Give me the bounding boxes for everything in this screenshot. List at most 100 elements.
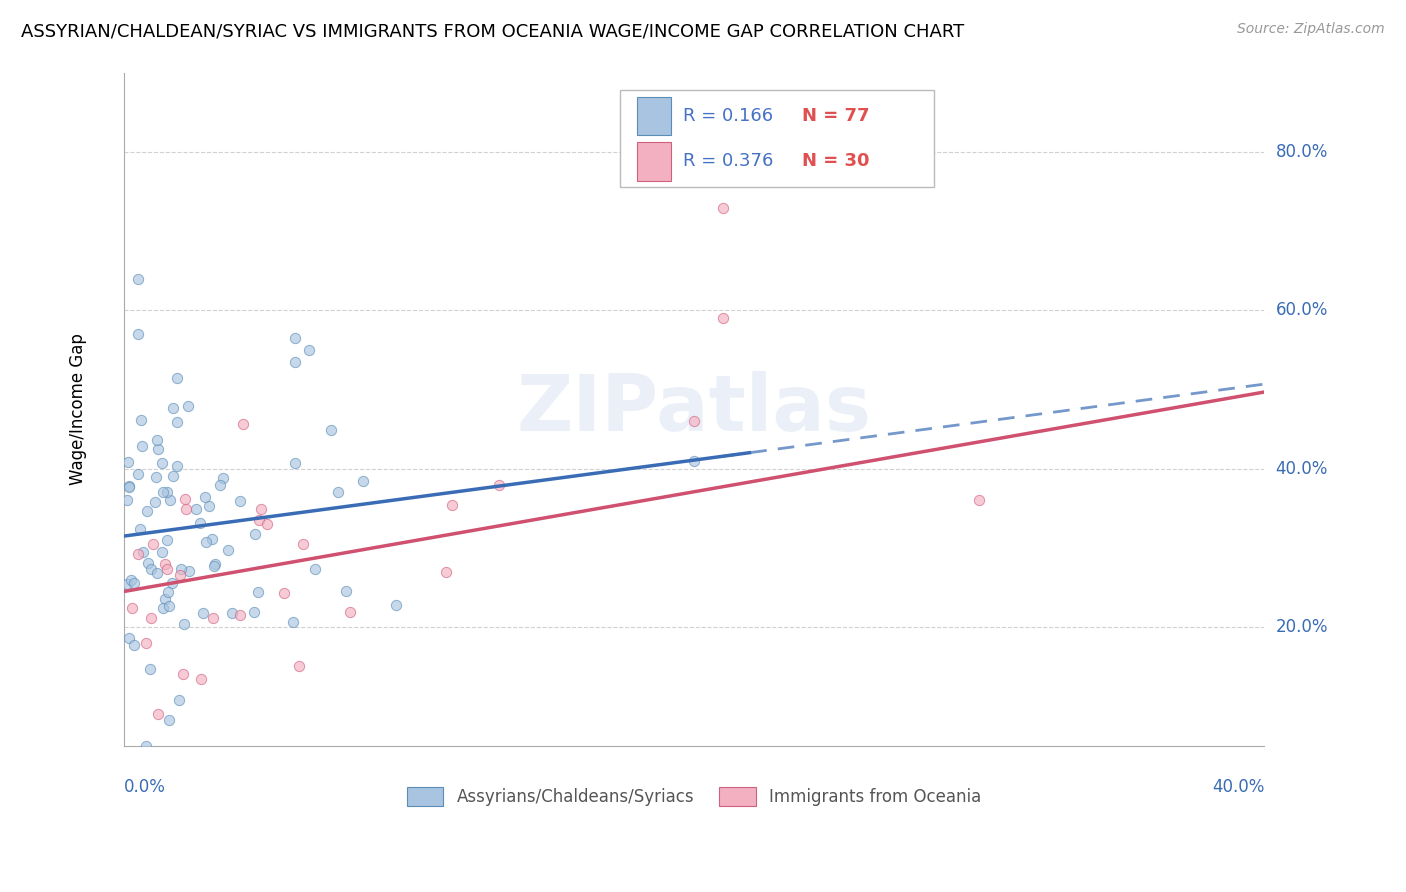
- Point: [250, 502, 273, 516]
- Point: [209, 478, 232, 492]
- Point: [142, 536, 165, 550]
- Text: 60.0%: 60.0%: [1275, 301, 1329, 319]
- Point: [169, 568, 191, 582]
- FancyBboxPatch shape: [637, 96, 671, 136]
- Point: [281, 615, 304, 629]
- Point: [156, 584, 179, 599]
- Point: [172, 666, 194, 681]
- Point: [146, 442, 169, 456]
- Point: [298, 343, 321, 357]
- Point: [304, 562, 326, 576]
- Point: [339, 605, 361, 619]
- Point: [115, 492, 138, 507]
- Point: [201, 532, 224, 546]
- Point: [146, 566, 169, 580]
- Point: [194, 535, 217, 549]
- Point: [152, 485, 174, 500]
- Point: [434, 566, 457, 580]
- Point: [204, 558, 226, 572]
- Point: [169, 562, 191, 576]
- Text: 20.0%: 20.0%: [1275, 618, 1329, 636]
- Point: [202, 611, 225, 625]
- Text: N = 77: N = 77: [803, 107, 870, 125]
- Point: [256, 516, 278, 531]
- Text: 40.0%: 40.0%: [1275, 459, 1329, 478]
- Point: [155, 558, 177, 572]
- Point: [135, 739, 157, 753]
- Point: [247, 585, 270, 599]
- Text: N = 30: N = 30: [803, 153, 870, 170]
- Point: [156, 562, 179, 576]
- Point: [146, 707, 169, 722]
- Point: [167, 693, 190, 707]
- Text: R = 0.376: R = 0.376: [683, 153, 773, 170]
- Point: [291, 537, 314, 551]
- Point: [202, 559, 225, 574]
- Point: [284, 331, 307, 345]
- Point: [115, 577, 138, 591]
- Point: [157, 599, 180, 613]
- Point: [127, 327, 149, 342]
- Point: [118, 480, 141, 494]
- Point: [121, 600, 143, 615]
- Point: [150, 545, 173, 559]
- Point: [191, 606, 214, 620]
- Text: ASSYRIAN/CHALDEAN/SYRIAC VS IMMIGRANTS FROM OCEANIA WAGE/INCOME GAP CORRELATION : ASSYRIAN/CHALDEAN/SYRIAC VS IMMIGRANTS F…: [21, 22, 965, 40]
- Point: [288, 659, 311, 673]
- Point: [217, 542, 239, 557]
- Point: [177, 400, 200, 414]
- Point: [117, 455, 139, 469]
- Point: [118, 479, 141, 493]
- Point: [211, 471, 233, 485]
- Point: [683, 454, 706, 468]
- FancyBboxPatch shape: [620, 90, 934, 187]
- Point: [173, 617, 195, 632]
- Point: [166, 458, 188, 473]
- Point: [153, 591, 176, 606]
- Point: [197, 499, 219, 513]
- Point: [156, 533, 179, 547]
- Point: [711, 311, 734, 326]
- Point: [162, 469, 184, 483]
- Point: [160, 575, 183, 590]
- Point: [326, 484, 349, 499]
- Point: [967, 493, 990, 508]
- Point: [132, 545, 155, 559]
- Point: [232, 417, 254, 432]
- Point: [135, 504, 157, 518]
- Point: [131, 438, 153, 452]
- Point: [273, 586, 295, 600]
- Legend: Assyrians/Chaldeans/Syriacs, Immigrants from Oceania: Assyrians/Chaldeans/Syriacs, Immigrants …: [399, 780, 988, 814]
- Point: [157, 713, 180, 727]
- Text: ZIPatlas: ZIPatlas: [516, 371, 872, 448]
- Point: [188, 516, 211, 530]
- Point: [129, 522, 152, 536]
- Point: [385, 598, 408, 612]
- Point: [159, 492, 181, 507]
- Text: Wage/Income Gap: Wage/Income Gap: [69, 334, 87, 485]
- Point: [683, 414, 706, 428]
- Point: [166, 371, 188, 385]
- Point: [190, 673, 212, 687]
- Text: R = 0.166: R = 0.166: [683, 107, 773, 125]
- Point: [146, 434, 169, 448]
- Point: [229, 607, 252, 622]
- Point: [247, 513, 270, 527]
- Point: [143, 495, 166, 509]
- Point: [127, 467, 149, 482]
- Point: [166, 415, 188, 429]
- Point: [122, 638, 145, 652]
- Point: [139, 562, 162, 576]
- Text: 80.0%: 80.0%: [1275, 143, 1329, 161]
- Point: [221, 606, 243, 620]
- Point: [162, 401, 184, 416]
- Point: [243, 527, 266, 541]
- Point: [156, 485, 179, 500]
- Point: [173, 492, 195, 507]
- Point: [319, 423, 342, 437]
- Point: [242, 605, 264, 619]
- Point: [136, 556, 159, 570]
- Point: [179, 564, 201, 578]
- Point: [118, 631, 141, 645]
- FancyBboxPatch shape: [637, 142, 671, 181]
